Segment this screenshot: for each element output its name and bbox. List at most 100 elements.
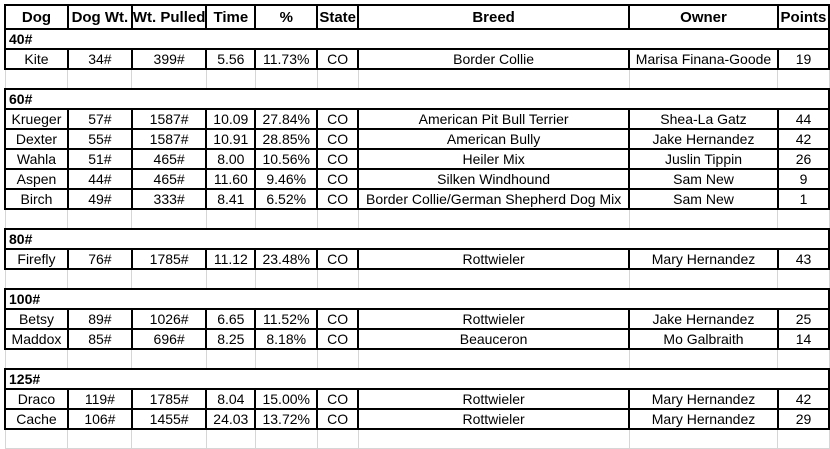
cell-wt-pulled[interactable]: 465#	[130, 168, 208, 190]
empty-cell[interactable]	[254, 68, 318, 90]
cell-owner[interactable]: Jake Hernandez	[628, 128, 779, 150]
cell-state[interactable]: CO	[316, 108, 360, 130]
column-header-owner[interactable]: Owner	[628, 4, 779, 30]
cell-percent[interactable]: 13.72%	[254, 408, 319, 430]
empty-cell[interactable]	[4, 348, 69, 370]
cell-dog[interactable]: Betsy	[4, 308, 69, 330]
empty-cell[interactable]	[254, 428, 318, 449]
cell-dog[interactable]: Krueger	[4, 108, 69, 130]
cell-dog[interactable]: Kite	[4, 48, 69, 70]
empty-cell[interactable]	[777, 428, 830, 449]
empty-cell[interactable]	[205, 208, 256, 230]
cell-wt-pulled[interactable]: 333#	[130, 188, 208, 210]
cell-time[interactable]: 6.65	[205, 308, 257, 330]
cell-breed[interactable]: Rottwieler	[357, 408, 631, 430]
cell-dog[interactable]: Aspen	[4, 168, 69, 190]
cell-time[interactable]: 8.41	[205, 188, 257, 210]
empty-cell[interactable]	[131, 268, 207, 290]
column-header-dog-wt[interactable]: Dog Wt.	[66, 4, 133, 30]
cell-state[interactable]: CO	[316, 408, 360, 430]
empty-cell[interactable]	[316, 428, 359, 449]
cell-wt-pulled[interactable]: 465#	[130, 148, 208, 170]
cell-dog[interactable]: Dexter	[4, 128, 69, 150]
cell-wt-pulled[interactable]: 1587#	[130, 128, 208, 150]
cell-percent[interactable]: 6.52%	[254, 188, 319, 210]
cell-wt-pulled[interactable]: 1455#	[130, 408, 208, 430]
cell-percent[interactable]: 28.85%	[254, 128, 319, 150]
cell-time[interactable]: 11.60	[205, 168, 257, 190]
weight-class-label[interactable]: 40#	[4, 28, 830, 50]
cell-percent[interactable]: 11.73%	[254, 48, 319, 70]
empty-cell[interactable]	[628, 348, 779, 370]
weight-class-label[interactable]: 125#	[4, 368, 830, 390]
weight-class-label[interactable]: 80#	[4, 228, 830, 250]
empty-cell[interactable]	[357, 348, 630, 370]
empty-cell[interactable]	[67, 348, 133, 370]
empty-cell[interactable]	[4, 268, 69, 290]
empty-cell[interactable]	[316, 208, 359, 230]
empty-cell[interactable]	[357, 268, 630, 290]
column-header-points[interactable]: Points	[776, 4, 830, 30]
cell-percent[interactable]: 11.52%	[254, 308, 319, 330]
cell-owner[interactable]: Sam New	[628, 168, 779, 190]
empty-cell[interactable]	[254, 268, 318, 290]
cell-owner[interactable]: Jake Hernandez	[628, 308, 779, 330]
cell-time[interactable]: 11.12	[205, 248, 257, 270]
empty-cell[interactable]	[4, 208, 69, 230]
cell-breed[interactable]: Border Collie	[357, 48, 631, 70]
cell-time[interactable]: 8.00	[205, 148, 257, 170]
cell-wt-pulled[interactable]: 399#	[130, 48, 208, 70]
cell-dog[interactable]: Draco	[4, 388, 69, 410]
cell-percent[interactable]: 9.46%	[254, 168, 319, 190]
cell-state[interactable]: CO	[316, 48, 360, 70]
cell-time[interactable]: 8.25	[205, 328, 257, 350]
cell-dog-wt[interactable]: 106#	[66, 408, 133, 430]
column-header-state[interactable]: State	[316, 4, 360, 30]
cell-dog-wt[interactable]: 51#	[66, 148, 133, 170]
cell-time[interactable]: 10.09	[205, 108, 257, 130]
empty-cell[interactable]	[628, 428, 779, 449]
cell-percent[interactable]: 27.84%	[254, 108, 319, 130]
empty-cell[interactable]	[628, 68, 779, 90]
cell-breed[interactable]: Rottwieler	[357, 388, 631, 410]
cell-breed[interactable]: Border Collie/German Shepherd Dog Mix	[357, 188, 631, 210]
cell-dog-wt[interactable]: 119#	[66, 388, 133, 410]
empty-cell[interactable]	[777, 268, 830, 290]
empty-cell[interactable]	[316, 268, 359, 290]
cell-dog-wt[interactable]: 76#	[66, 248, 133, 270]
cell-dog-wt[interactable]: 34#	[66, 48, 133, 70]
cell-owner[interactable]: Marisa Finana-Goode	[628, 48, 779, 70]
empty-cell[interactable]	[254, 348, 318, 370]
cell-owner[interactable]: Shea-La Gatz	[628, 108, 779, 130]
cell-owner[interactable]: Mary Hernandez	[628, 408, 779, 430]
cell-time[interactable]: 24.03	[205, 408, 257, 430]
column-header-wt-pulled[interactable]: Wt. Pulled	[130, 4, 208, 30]
cell-wt-pulled[interactable]: 1587#	[130, 108, 208, 130]
column-header-percent[interactable]: %	[254, 4, 319, 30]
empty-cell[interactable]	[205, 268, 256, 290]
cell-state[interactable]: CO	[316, 188, 360, 210]
cell-breed[interactable]: Heiler Mix	[357, 148, 631, 170]
cell-owner[interactable]: Mary Hernandez	[628, 248, 779, 270]
empty-cell[interactable]	[357, 208, 630, 230]
empty-cell[interactable]	[254, 208, 318, 230]
empty-cell[interactable]	[205, 68, 256, 90]
cell-state[interactable]: CO	[316, 248, 360, 270]
cell-dog-wt[interactable]: 44#	[66, 168, 133, 190]
cell-percent[interactable]: 23.48%	[254, 248, 319, 270]
cell-breed[interactable]: Rottwieler	[357, 308, 631, 330]
empty-cell[interactable]	[4, 68, 69, 90]
cell-points[interactable]: 42	[776, 128, 830, 150]
cell-time[interactable]: 8.04	[205, 388, 257, 410]
cell-dog-wt[interactable]: 57#	[66, 108, 133, 130]
empty-cell[interactable]	[131, 208, 207, 230]
empty-cell[interactable]	[67, 208, 133, 230]
empty-cell[interactable]	[316, 68, 359, 90]
column-header-time[interactable]: Time	[205, 4, 257, 30]
empty-cell[interactable]	[67, 428, 133, 449]
empty-cell[interactable]	[628, 208, 779, 230]
cell-points[interactable]: 14	[776, 328, 830, 350]
cell-points[interactable]: 19	[776, 48, 830, 70]
empty-cell[interactable]	[131, 68, 207, 90]
cell-state[interactable]: CO	[316, 168, 360, 190]
